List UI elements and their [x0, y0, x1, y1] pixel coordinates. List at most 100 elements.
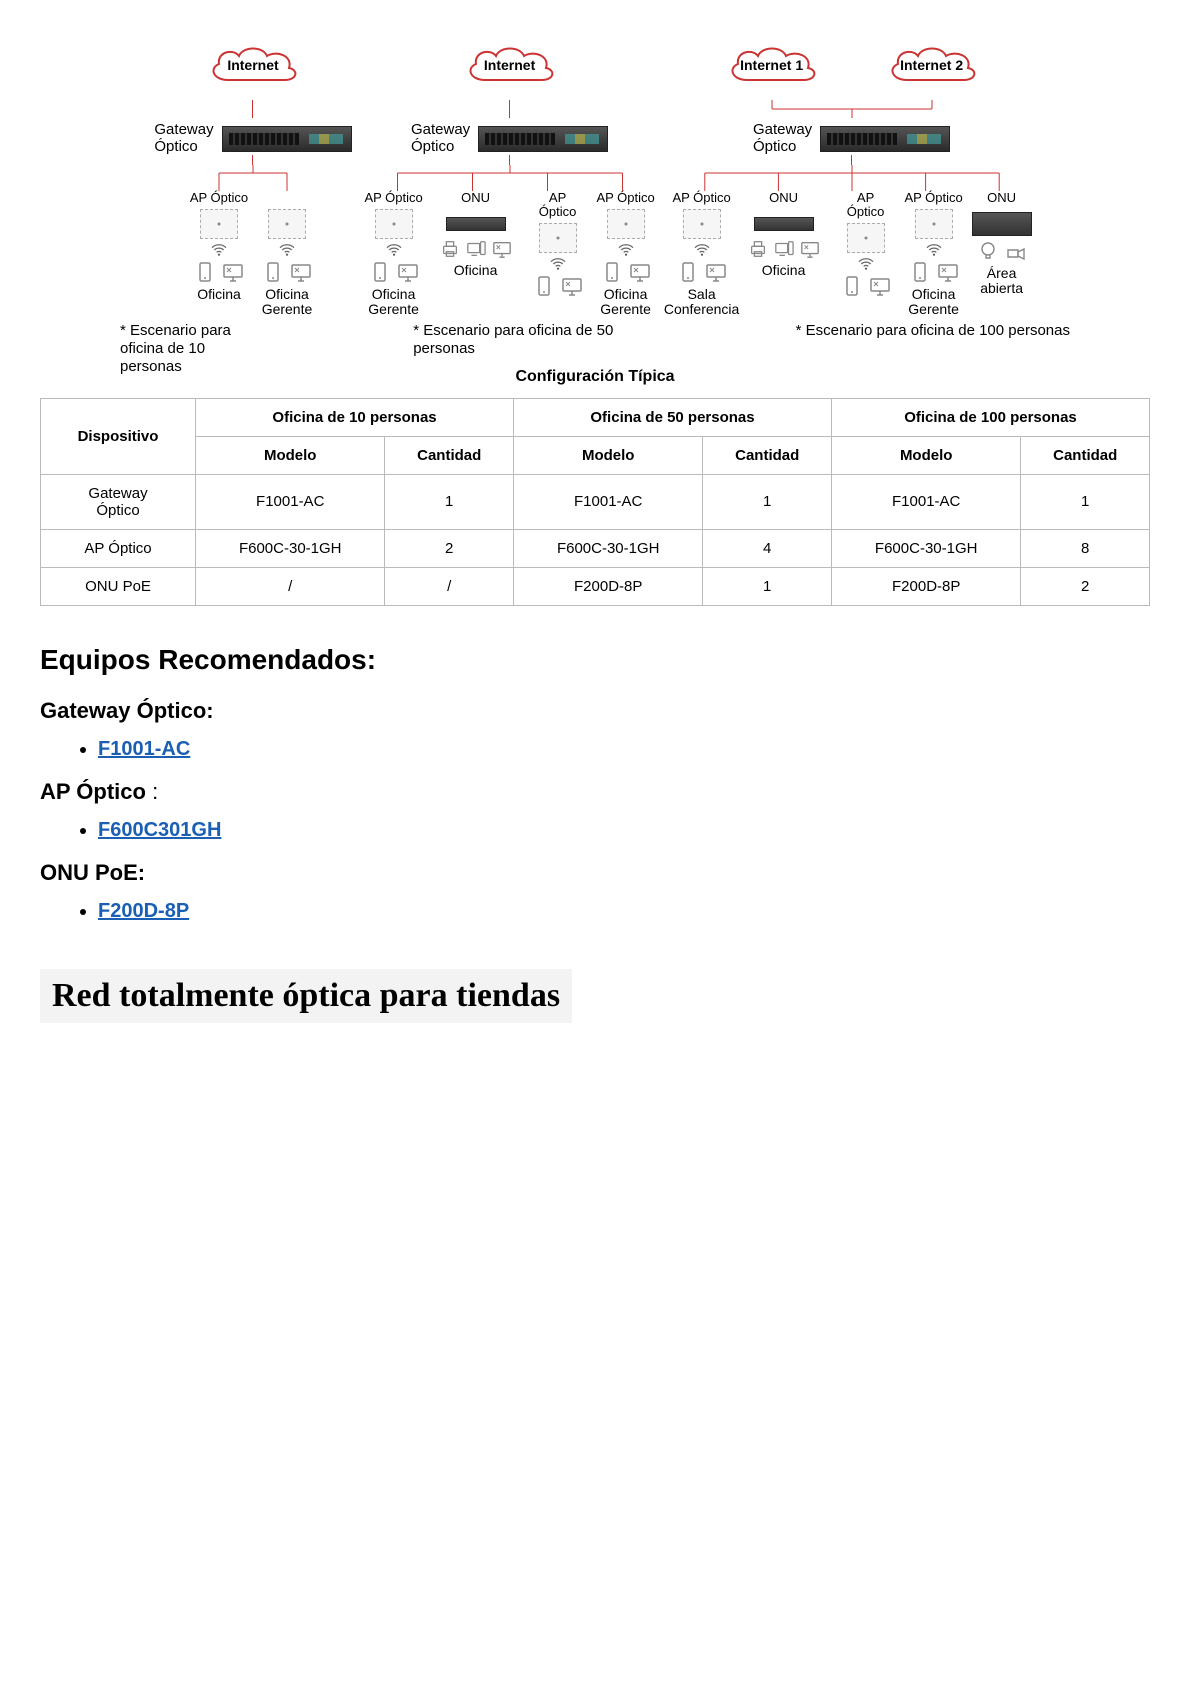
onu-device-icon	[754, 217, 814, 231]
reco-list: F200D-8P	[40, 900, 1150, 923]
table-cell: 1	[1021, 474, 1150, 529]
connector-lines	[185, 165, 321, 191]
table-subheader: Cantidad	[385, 436, 514, 474]
reco-list-item: F1001-AC	[98, 738, 1150, 761]
device-icons	[440, 239, 512, 259]
device-icons	[369, 261, 419, 283]
ap-device-icon	[683, 209, 721, 239]
reco-list: F600C301GH	[40, 819, 1150, 842]
topology-branch: OficinaGerente	[256, 191, 318, 318]
topology-diagram: InternetGatewayÓptico AP Óptico Oficina …	[40, 40, 1150, 386]
ap-device-icon	[915, 209, 953, 239]
table-subheader: Cantidad	[1021, 436, 1150, 474]
reco-link[interactable]: F200D-8P	[98, 900, 189, 922]
wifi-icon	[278, 243, 296, 257]
branch-top-label: APÓptico	[539, 191, 577, 221]
connector-lines	[360, 165, 660, 191]
wifi-icon	[925, 243, 943, 257]
topology-branch: APÓptico	[835, 191, 897, 301]
table-cell: /	[196, 567, 385, 605]
connector-lines	[668, 165, 1036, 191]
reco-group-title: ONU PoE:	[40, 860, 1150, 886]
room-label: Oficina	[762, 263, 806, 278]
table-device-cell: AP Óptico	[41, 529, 196, 567]
wifi-icon	[617, 243, 635, 257]
branch-top-label: AP Óptico	[904, 191, 962, 207]
device-icons	[194, 261, 244, 283]
reco-link[interactable]: F600C301GH	[98, 819, 221, 841]
room-label: Oficina	[454, 263, 498, 278]
table-cell: 1	[385, 474, 514, 529]
table-cell: F600C-30-1GH	[832, 529, 1021, 567]
room-label: SalaConferencia	[664, 287, 740, 318]
cloud-icon: Internet 2	[882, 40, 982, 88]
serif-section-heading: Red totalmente óptica para tiendas	[40, 969, 572, 1023]
table-subheader: Modelo	[832, 436, 1021, 474]
table-cell: F1001-AC	[196, 474, 385, 529]
reco-group-title: AP Óptico :	[40, 779, 1150, 805]
branch-top-label: AP Óptico	[596, 191, 654, 207]
table-device-cell: GatewayÓptico	[41, 474, 196, 529]
ap-device-icon	[847, 223, 885, 253]
scenario-caption: * Escenario para oficina de 100 personas	[796, 322, 1070, 376]
table-cell: F1001-AC	[832, 474, 1021, 529]
scenario-10: InternetGatewayÓptico AP Óptico Oficina …	[154, 40, 351, 318]
branch-top-label: AP Óptico	[364, 191, 422, 207]
table-cell: F600C-30-1GH	[514, 529, 703, 567]
scenario-50: Internet GatewayÓptico AP Óptico OficinaG…	[360, 40, 660, 318]
topology-branch: AP Óptico OficinaGerente	[363, 191, 425, 318]
table-cell: 2	[385, 529, 514, 567]
device-icons	[841, 275, 891, 297]
table-cell: F600C-30-1GH	[196, 529, 385, 567]
room-label: OficinaGerente	[262, 287, 313, 318]
wifi-icon	[385, 243, 403, 257]
topology-branch: AP Óptico SalaConferencia	[671, 191, 733, 318]
table-header-group: Oficina de 10 personas	[196, 398, 514, 436]
onu-device-icon	[446, 217, 506, 231]
cloud-label: Internet 1	[740, 57, 803, 73]
topology-branch: ONU Oficina	[739, 191, 829, 278]
room-label: Oficina	[197, 287, 241, 302]
device-icons	[909, 261, 959, 283]
cloud-icon: Internet	[203, 40, 303, 88]
table-subheader: Cantidad	[703, 436, 832, 474]
table-row: GatewayÓpticoF1001-AC1F1001-AC1F1001-AC1	[41, 474, 1150, 529]
table-row: ONU PoE//F200D-8P1F200D-8P2	[41, 567, 1150, 605]
room-label: OficinaGerente	[600, 287, 651, 318]
branch-top-label: ONU	[987, 191, 1016, 207]
table-subheader: Modelo	[196, 436, 385, 474]
reco-list: F1001-AC	[40, 738, 1150, 761]
topology-branch: ONU Oficina	[431, 191, 521, 278]
table-cell: F200D-8P	[514, 567, 703, 605]
topology-branch: AP Óptico OficinaGerente	[903, 191, 965, 318]
wifi-icon	[857, 257, 875, 271]
device-icons	[601, 261, 651, 283]
topology-branch: APÓptico	[527, 191, 589, 301]
cloud-icon: Internet 1	[722, 40, 822, 88]
onu-device-icon	[972, 212, 1032, 236]
branch-top-label: AP Óptico	[672, 191, 730, 207]
gateway-label: GatewayÓptico	[411, 122, 470, 155]
gateway-label: GatewayÓptico	[753, 122, 812, 155]
reco-list-item: F200D-8P	[98, 900, 1150, 923]
table-row: AP ÓpticoF600C-30-1GH2F600C-30-1GH4F600C…	[41, 529, 1150, 567]
topology-branch: ONU Área abierta	[971, 191, 1033, 297]
ap-device-icon	[607, 209, 645, 239]
device-icons	[748, 239, 820, 259]
topology-branch: AP Óptico Oficina	[188, 191, 250, 302]
room-label: Área abierta	[971, 266, 1033, 297]
ap-device-icon	[539, 223, 577, 253]
wifi-icon	[693, 243, 711, 257]
reco-link[interactable]: F1001-AC	[98, 738, 190, 760]
device-icons	[677, 261, 727, 283]
cloud-label: Internet	[227, 57, 278, 73]
branch-top-label: ONU	[769, 191, 798, 207]
branch-top-label: ONU	[461, 191, 490, 207]
table-cell: 8	[1021, 529, 1150, 567]
table-device-cell: ONU PoE	[41, 567, 196, 605]
room-label: OficinaGerente	[368, 287, 419, 318]
cloud-icon: Internet	[460, 40, 560, 88]
ap-device-icon	[375, 209, 413, 239]
ap-device-icon	[200, 209, 238, 239]
wifi-icon	[549, 257, 567, 271]
